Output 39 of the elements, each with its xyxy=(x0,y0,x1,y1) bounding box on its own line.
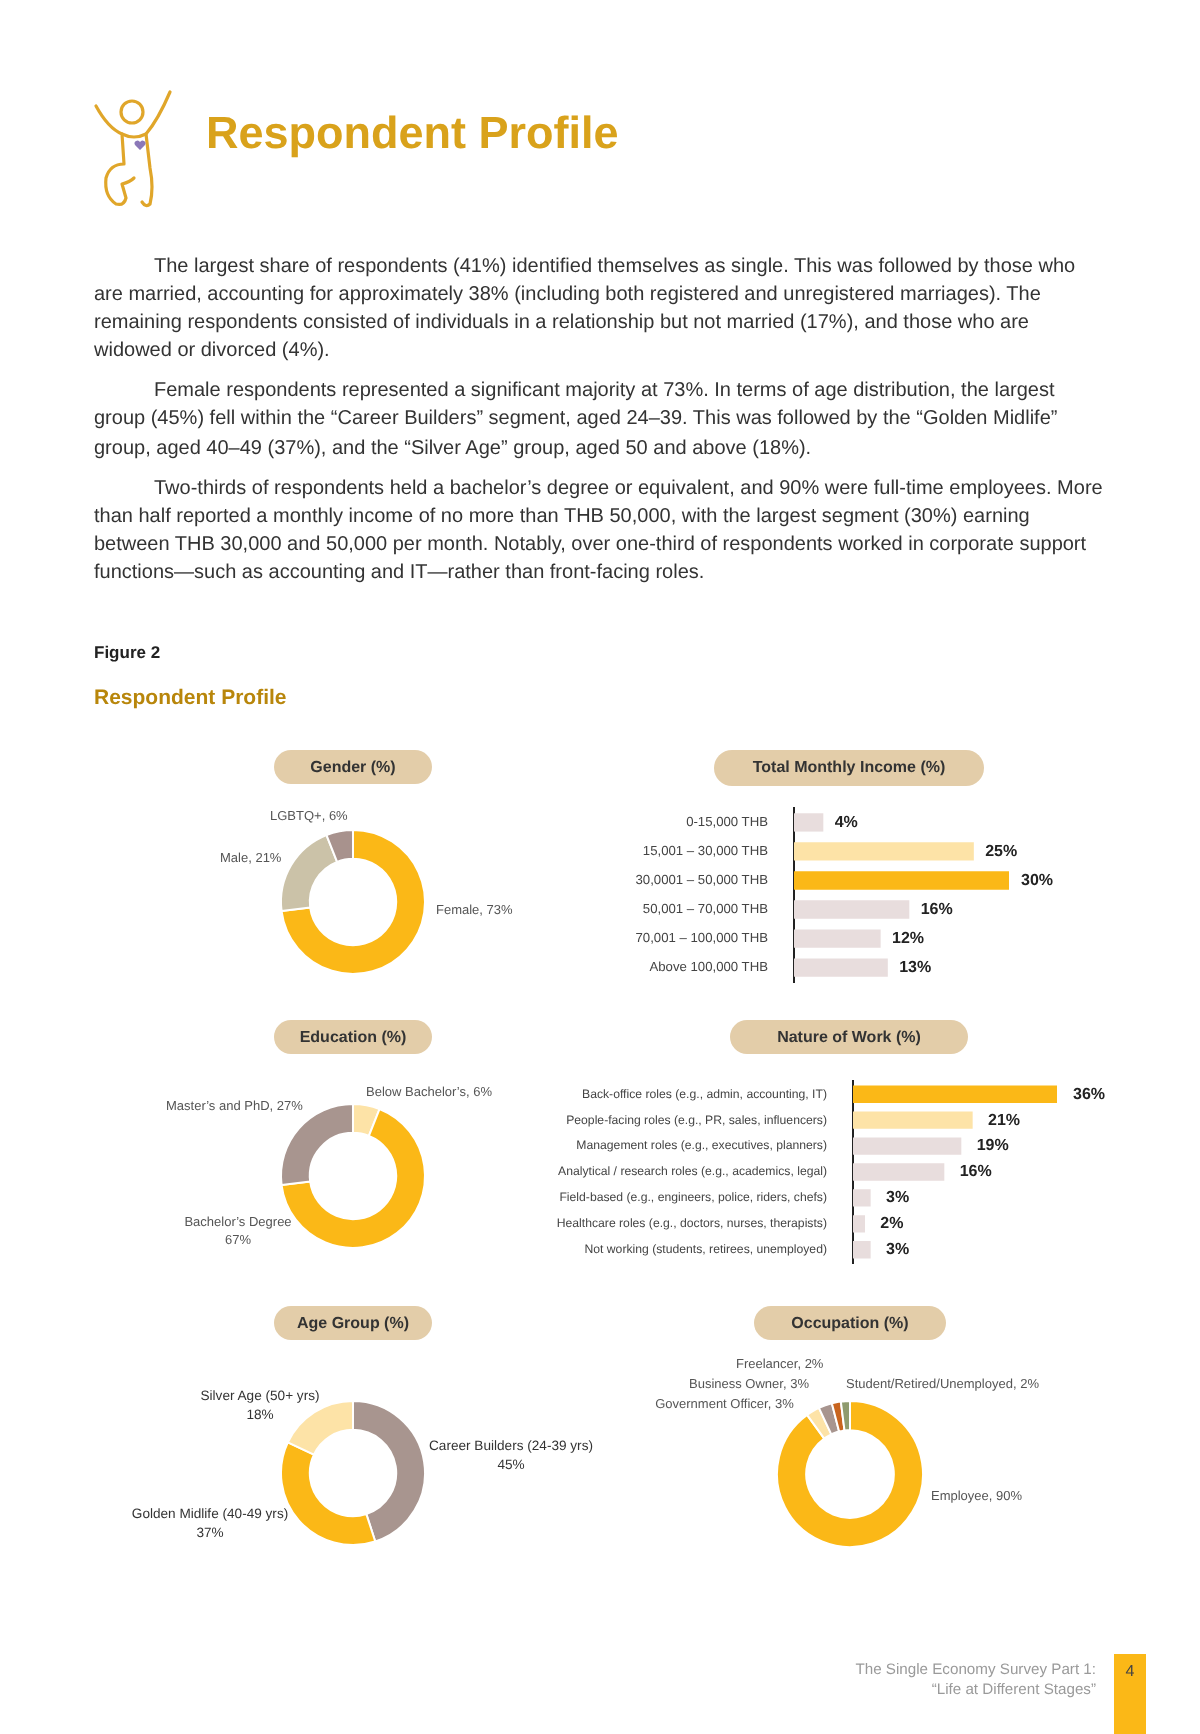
text: Two-thirds of respondents held a bachelor’s degree or equivalent, and 90% were full-time employees. More than half reported a monthly income of no more than THB 50,000, with the largest segment (30%) earning between THB 30,000 and 50,000 per month. Notably, over one-third of respondents worked in corporate support functions—such as accounting and IT—rather than front-facing roles. xyxy=(94,475,1105,588)
chart-title: Total Monthly Income (%) xyxy=(714,750,984,786)
text: Female respondents represented a significant majority at 73%. In terms of age distribution, the largest group (45%) fell within the “Career Builders” segment, aged 24–39. This was followed by the “Golden Midlife” group, aged 40–49 (37%), and the “Silver Age” group, aged 50 and above (18%). xyxy=(94,378,1060,464)
bar xyxy=(853,1137,962,1155)
data-label: 16% xyxy=(959,1162,992,1181)
text: Respondent Profile xyxy=(94,686,287,710)
bar xyxy=(794,871,1009,890)
data-label: 4% xyxy=(834,812,858,831)
data-label: 12% xyxy=(892,928,925,947)
data-label: 30% xyxy=(1021,870,1054,889)
data-label: 3% xyxy=(886,1240,910,1259)
bar xyxy=(853,1163,945,1181)
data-label: 2% xyxy=(880,1214,904,1233)
bar xyxy=(794,929,881,948)
data-label: 19% xyxy=(976,1136,1009,1155)
chart-title: Education (%) xyxy=(274,1020,432,1054)
data-label: 16% xyxy=(920,899,953,918)
bar xyxy=(853,1111,973,1129)
text: The largest share of respondents (41%) identified themselves as single. This was followed by those who are married, accounting for approximately 38% (including both registered and unregistered marriages). The remaining respondents consisted of individuals in a relationship but not married (17%), and those who are widowed or divorced (4%). xyxy=(94,254,1078,367)
caption: Figure 2 xyxy=(94,642,161,662)
chart-title: Age Group (%) xyxy=(274,1306,432,1340)
data-label: 13% xyxy=(899,957,932,976)
bar xyxy=(794,900,910,919)
bar xyxy=(794,958,888,977)
bar xyxy=(853,1189,871,1207)
text: Respondent Profile xyxy=(206,108,619,158)
bar xyxy=(794,842,974,861)
data-label: 21% xyxy=(988,1110,1021,1129)
data-label: 36% xyxy=(1073,1084,1106,1103)
bar xyxy=(853,1241,871,1259)
data-label: 25% xyxy=(985,841,1018,860)
chart-title: Gender (%) xyxy=(274,750,432,784)
text: 4 xyxy=(1123,1662,1137,1682)
chart-title: Occupation (%) xyxy=(754,1306,946,1340)
bar xyxy=(794,813,824,832)
chart-title: Nature of Work (%) xyxy=(730,1020,968,1054)
bar xyxy=(853,1085,1057,1103)
bar xyxy=(853,1215,865,1233)
data-label: 3% xyxy=(886,1188,910,1207)
